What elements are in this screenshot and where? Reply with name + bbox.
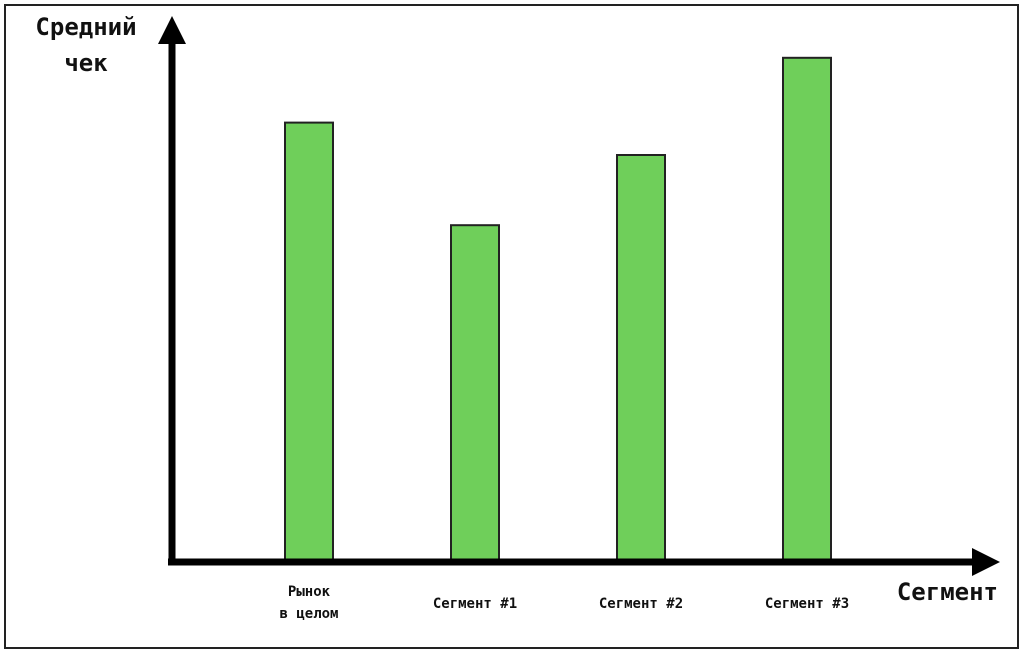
bar [284, 121, 334, 561]
x-tick-label: Сегмент #1 [433, 596, 517, 612]
x-axis-arrow [972, 548, 1000, 576]
y-axis-title: Средний чек [35, 13, 136, 77]
x-tick-label: Сегмент #3 [765, 596, 849, 612]
x-tick-label: Рынок в целом [279, 584, 338, 622]
bar [616, 154, 666, 561]
x-tick-label: Сегмент #2 [599, 596, 683, 612]
x-axis-title: Сегмент [897, 578, 998, 606]
bar [782, 56, 832, 562]
bar [450, 224, 500, 561]
frame [4, 4, 1019, 649]
y-axis-arrow [158, 16, 186, 44]
